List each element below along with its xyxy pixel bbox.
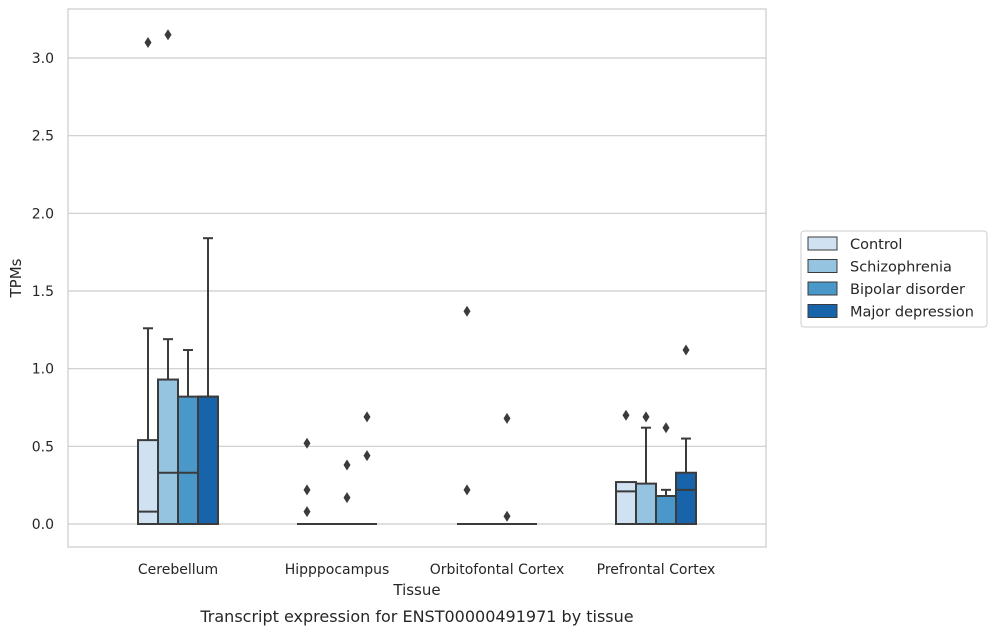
outlier-point (463, 484, 471, 496)
outlier-point (343, 459, 351, 471)
box-body (197, 395, 219, 526)
box-bipolar-disorder (655, 422, 677, 526)
outlier-point (303, 437, 311, 449)
box-body (615, 481, 637, 525)
outlier-point (144, 36, 152, 48)
box-body (157, 378, 179, 526)
legend-frame (800, 230, 988, 328)
box-control (615, 409, 637, 525)
outlier-point (164, 29, 172, 41)
box-schizophrenia (157, 29, 179, 526)
box-body (635, 482, 657, 526)
x-tick-label: Orbitofontal Cortex (430, 562, 565, 578)
box-bipolar-disorder (497, 412, 517, 525)
y-axis-label: TPMs (7, 258, 25, 298)
x-axis-ticks: Cerebellum Hipppocampus Orbitofontal Corte… (138, 562, 715, 578)
outlier-point (303, 506, 311, 518)
outlier-point (303, 484, 311, 496)
legend-label: Control (850, 237, 902, 253)
legend-swatch (807, 236, 838, 251)
legend-swatch (807, 259, 838, 273)
y-tick-label: 0.5 (32, 439, 54, 455)
y-tick-label: 1.5 (32, 284, 54, 300)
legend: Control Schizophrenia Bipolar disorder Majo… (800, 230, 988, 328)
x-tick-label: Hipppocampus (285, 562, 390, 578)
outlier-point (343, 492, 351, 504)
outlier-point (503, 412, 511, 424)
outlier-point (662, 422, 670, 434)
x-tick-label: Cerebellum (138, 562, 218, 578)
y-tick-label: 3.0 (32, 51, 54, 67)
legend-label: Schizophrenia (850, 260, 952, 276)
box-control (137, 36, 159, 525)
x-tick-label: Prefrontal Cortex (597, 562, 716, 578)
y-tick-label: 1.0 (32, 362, 54, 378)
plot-area-frame (67, 8, 767, 548)
outlier-point (363, 450, 371, 462)
outlier-point (463, 305, 471, 317)
outlier-point (622, 409, 630, 421)
box-bipolar-disorder (177, 349, 199, 526)
box-body (675, 471, 697, 525)
outlier-point (363, 411, 371, 423)
y-tick-label: 2.0 (32, 206, 54, 222)
legend-swatch (807, 281, 838, 296)
legend-label: Bipolar disorder (850, 282, 965, 298)
legend-swatch (807, 304, 838, 318)
box-control (457, 305, 477, 525)
box-major-depression (357, 411, 377, 525)
outlier-point (503, 510, 511, 522)
box-groups (137, 29, 697, 526)
y-tick-label: 2.5 (32, 129, 54, 145)
figure-caption: Transcript expression for ENST0000049197… (199, 607, 633, 626)
box-schizophrenia (635, 411, 657, 526)
y-tick-label: 0.0 (32, 517, 54, 533)
box-control (297, 437, 317, 525)
outlier-point (682, 344, 690, 356)
x-axis-label: Tissue (392, 581, 440, 599)
box-body (177, 395, 199, 526)
y-axis-ticks: 0.0 0.5 1.0 1.5 2.0 2.5 3.0 (32, 51, 54, 533)
box-major-depression (675, 344, 697, 525)
legend-label: Major depression (850, 305, 974, 321)
box-body (655, 495, 677, 526)
box-bipolar-disorder (337, 459, 357, 525)
outlier-point (642, 411, 650, 423)
box-major-depression (197, 237, 219, 526)
